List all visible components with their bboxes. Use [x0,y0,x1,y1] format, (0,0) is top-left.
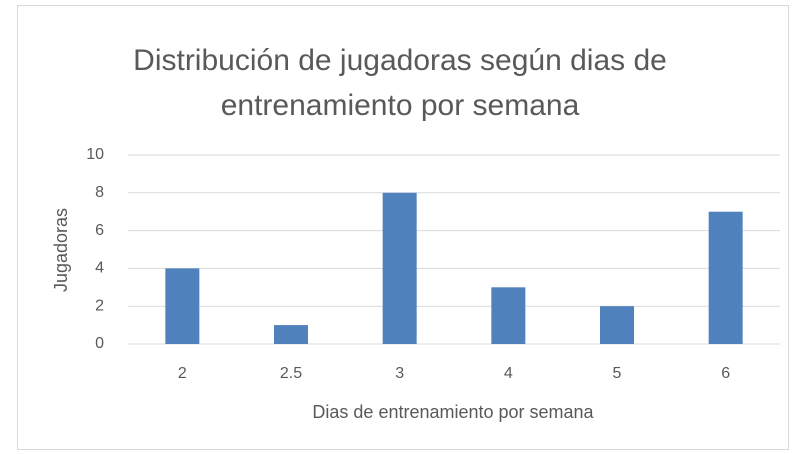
x-tick-label: 3 [395,365,404,382]
y-tick-label: 8 [95,184,104,201]
y-axis-label: Jugadoras [51,208,71,292]
x-tick-label: 2.5 [280,365,302,382]
x-axis-label: Dias de entrenamiento por semana [312,402,594,422]
bar [708,211,743,344]
x-tick-label: 5 [613,365,622,382]
y-tick-label: 6 [95,222,104,239]
x-tick-label: 6 [721,365,730,382]
y-tick-label: 4 [95,260,104,277]
y-tick-label: 0 [95,335,104,352]
bar [600,306,634,344]
bar [274,325,308,344]
bar [491,287,526,344]
y-tick-label: 2 [95,297,104,314]
chart-title: Distribución de jugadoras según dias de … [133,44,667,122]
bar [165,268,200,344]
x-tick-label: 4 [504,365,513,382]
y-tick-label: 10 [86,146,104,163]
bar [382,192,417,344]
x-tick-label: 2 [178,365,187,382]
